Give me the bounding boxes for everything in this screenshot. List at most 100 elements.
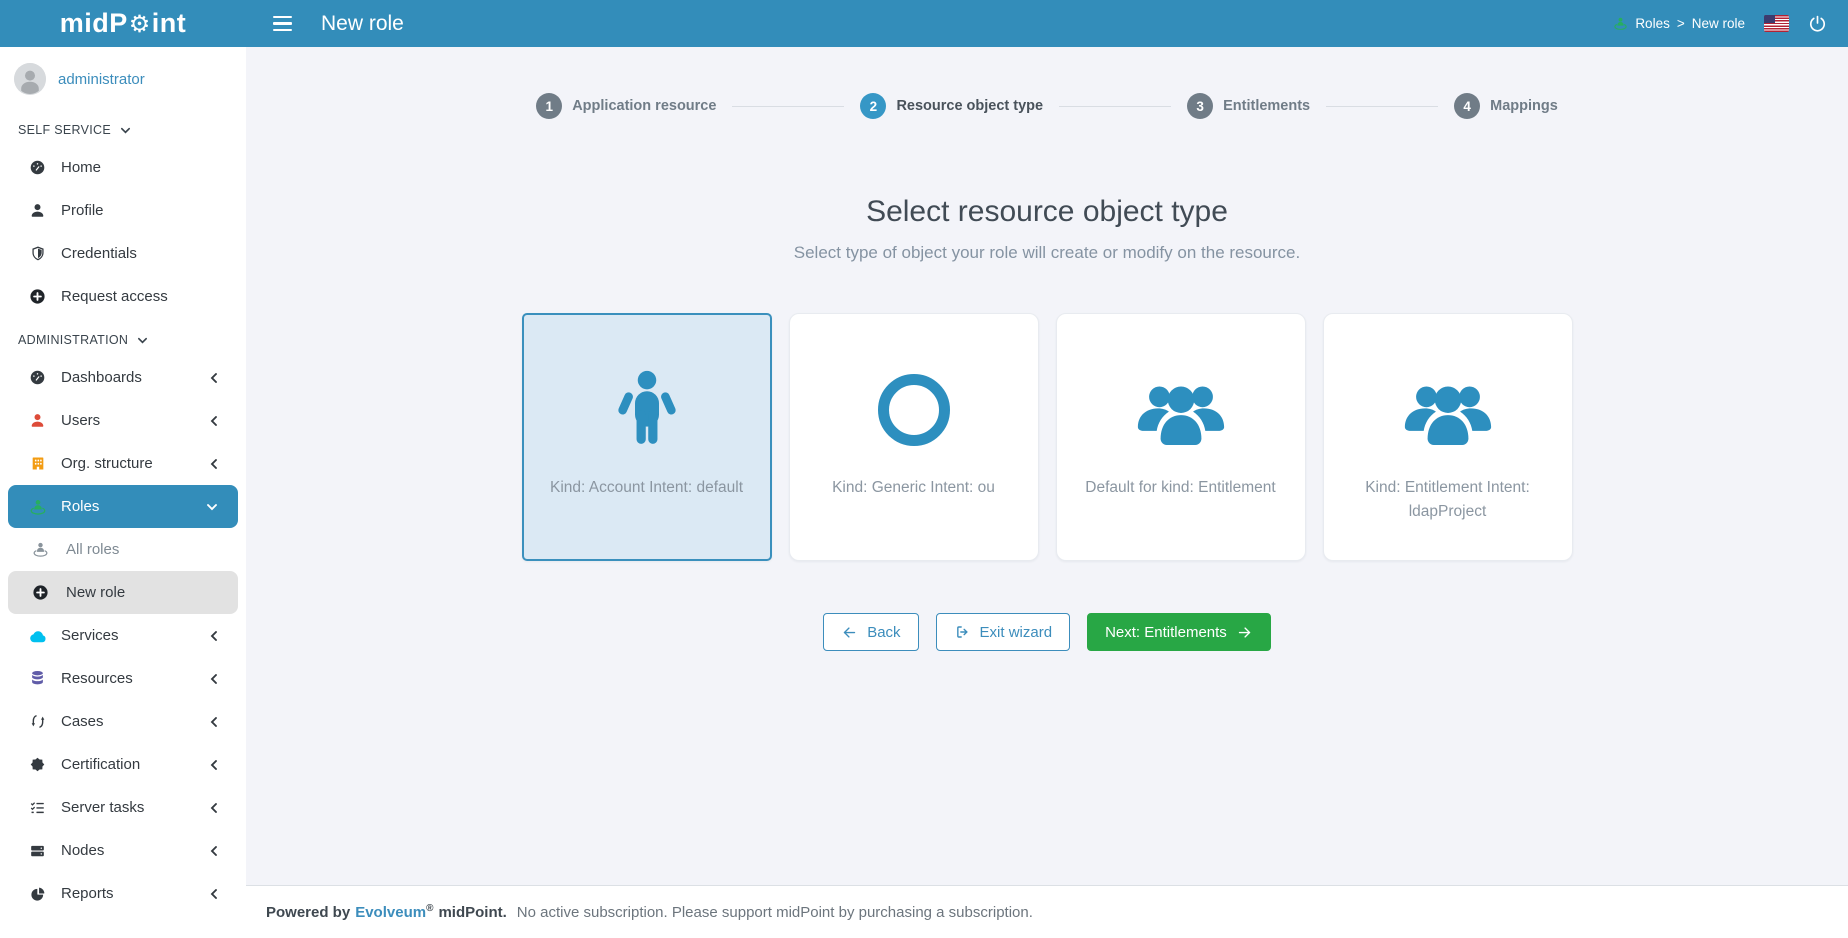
chevron-left-icon — [208, 845, 218, 857]
chevron-left-icon — [208, 716, 218, 728]
person-icon — [616, 370, 678, 450]
sidebar-item-dashboards[interactable]: Dashboards — [0, 356, 246, 399]
pie-chart-icon — [27, 886, 48, 902]
arrow-right-icon — [1236, 625, 1253, 640]
back-button[interactable]: Back — [823, 613, 919, 651]
chevron-left-icon — [208, 673, 218, 685]
sidebar-item-home[interactable]: Home — [0, 146, 246, 189]
wizard-step-mappings[interactable]: 4 Mappings — [1454, 93, 1558, 119]
sidebar-item-reports[interactable]: Reports — [0, 872, 246, 915]
object-type-tiles: Kind: Account Intent: default Kind: Gene… — [246, 313, 1848, 561]
sidebar-item-new-role[interactable]: New role — [8, 571, 238, 614]
chevron-left-icon — [208, 458, 218, 470]
sidebar-item-org-structure[interactable]: Org. structure — [0, 442, 246, 485]
chevron-left-icon — [208, 415, 218, 427]
wizard-actions: Back Exit wizard Next: Entitlements — [246, 613, 1848, 651]
sign-out-icon — [954, 624, 971, 640]
circle-outline-icon — [877, 370, 950, 450]
powered-by-label: Powered by — [266, 903, 351, 921]
building-icon — [27, 455, 48, 472]
sidebar-item-users[interactable]: Users — [0, 399, 246, 442]
role-icon — [27, 498, 48, 516]
chevron-down-icon — [120, 125, 131, 136]
wizard-subtitle: Select type of object your role will cre… — [793, 243, 1301, 262]
menu-toggle-icon[interactable] — [269, 10, 296, 37]
user-icon — [27, 202, 48, 219]
users-icon — [1402, 370, 1494, 450]
breadcrumb-roles-link[interactable]: Roles — [1635, 16, 1670, 31]
wizard-step-application-resource[interactable]: 1 Application resource — [536, 93, 716, 119]
logout-power-icon[interactable] — [1808, 14, 1827, 33]
gauge-icon — [27, 369, 48, 386]
role-icon — [30, 541, 51, 558]
wizard-title: Select resource object type — [866, 195, 1228, 228]
sidebar: administrator SELF SERVICE Home Profile … — [0, 47, 246, 938]
gear-icon: ⚙ — [128, 11, 151, 38]
tile-kind-generic-ou[interactable]: Kind: Generic Intent: ou — [788, 313, 1039, 561]
brand-text-pre: midP — [59, 8, 128, 38]
midpoint-logo[interactable]: midP ⚙ int — [0, 8, 246, 39]
user-name: administrator — [58, 70, 145, 88]
chevron-left-icon — [208, 372, 218, 384]
sidebar-item-cases[interactable]: Cases — [0, 700, 246, 743]
chevron-left-icon — [208, 888, 218, 900]
sidebar-item-credentials[interactable]: Credentials — [0, 232, 246, 275]
breadcrumb-current[interactable]: New role — [1691, 16, 1745, 31]
chevron-down-icon — [137, 335, 148, 346]
sidebar-item-certification[interactable]: Certification — [0, 743, 246, 786]
chevron-left-icon — [208, 802, 218, 814]
sidebar-item-services[interactable]: Services — [0, 614, 246, 657]
user-panel[interactable]: administrator — [0, 47, 246, 108]
chevron-left-icon — [208, 630, 218, 642]
step-connector — [1326, 105, 1439, 107]
sidebar-item-request-access[interactable]: Request access — [0, 275, 246, 318]
next-entitlements-button[interactable]: Next: Entitlements — [1087, 613, 1271, 651]
sidebar-item-server-tasks[interactable]: Server tasks — [0, 786, 246, 829]
sidebar-item-nodes[interactable]: Nodes — [0, 829, 246, 872]
avatar — [14, 63, 46, 95]
user-icon — [27, 412, 48, 429]
sidebar-item-resources[interactable]: Resources — [0, 657, 246, 700]
section-self-service[interactable]: SELF SERVICE — [0, 108, 246, 146]
plus-circle-icon — [27, 288, 48, 305]
breadcrumb-separator: > — [1676, 16, 1685, 31]
product-label: midPoint. — [438, 903, 507, 921]
exit-wizard-button[interactable]: Exit wizard — [935, 613, 1071, 651]
subscription-message: No active subscription. Please support m… — [516, 903, 1033, 921]
brand-text-post: int — [151, 8, 187, 38]
section-administration[interactable]: ADMINISTRATION — [0, 318, 246, 356]
language-flag-us[interactable] — [1764, 15, 1789, 32]
tile-kind-entitlement-ldapproject[interactable]: Kind: Entitlement Intent: ldapProject — [1322, 313, 1573, 561]
sidebar-item-all-roles[interactable]: All roles — [0, 528, 246, 571]
database-icon — [27, 670, 48, 687]
tile-kind-account-default[interactable]: Kind: Account Intent: default — [521, 313, 772, 561]
tile-default-entitlement[interactable]: Default for kind: Entitlement — [1055, 313, 1306, 561]
case-arrows-icon — [27, 713, 48, 730]
shield-icon — [27, 245, 48, 262]
users-icon — [1135, 370, 1227, 450]
certificate-icon — [27, 756, 48, 773]
wizard-step-resource-object-type[interactable]: 2 Resource object type — [860, 93, 1043, 119]
gauge-icon — [27, 159, 48, 176]
footer: Powered by Evolveum® midPoint. No active… — [246, 885, 1848, 938]
step-connector — [1059, 105, 1172, 107]
task-list-icon — [27, 800, 48, 816]
cloud-icon — [27, 629, 48, 643]
sidebar-item-profile[interactable]: Profile — [0, 189, 246, 232]
role-green-icon — [1613, 16, 1628, 31]
registered-mark: ® — [426, 903, 434, 914]
topbar-right: Roles > New role — [1613, 14, 1848, 33]
wizard-step-entitlements[interactable]: 3 Entitlements — [1187, 93, 1310, 119]
breadcrumb: Roles > New role — [1613, 16, 1745, 31]
wizard-panel: 1 Application resource 2 Resource object… — [246, 47, 1848, 885]
sidebar-item-roles[interactable]: Roles — [8, 485, 238, 528]
plus-circle-icon — [30, 584, 51, 601]
arrow-left-icon — [841, 625, 858, 640]
evolveum-link[interactable]: Evolveum — [355, 904, 427, 921]
server-icon — [27, 843, 48, 859]
page-title: New role — [321, 11, 404, 35]
wizard-steps: 1 Application resource 2 Resource object… — [246, 93, 1848, 119]
top-bar: midP ⚙ int New role Roles > New role — [0, 0, 1848, 47]
step-connector — [732, 105, 845, 107]
